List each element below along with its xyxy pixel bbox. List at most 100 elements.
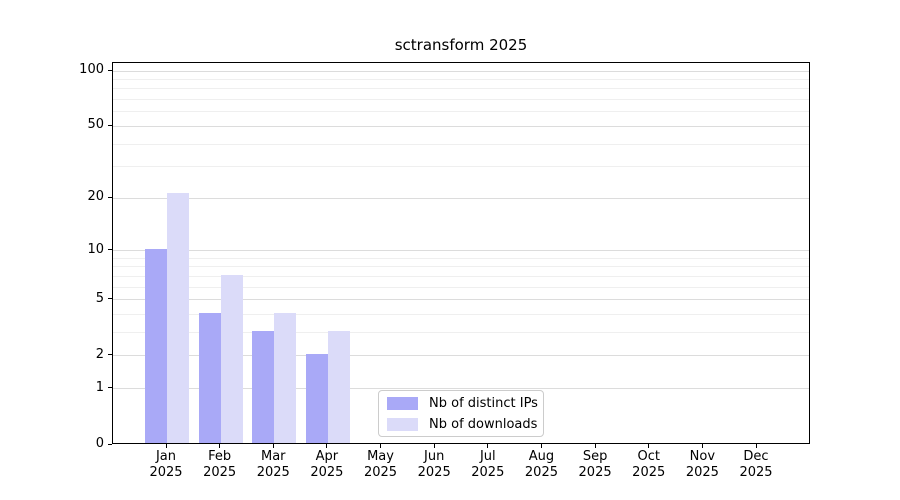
x-tick bbox=[380, 444, 382, 448]
minor-gridline bbox=[113, 143, 809, 145]
y-tick bbox=[108, 387, 112, 389]
x-tick bbox=[701, 444, 703, 448]
month-label: Feb bbox=[208, 449, 232, 464]
legend-item-distinct-ips: Nb of distinct IPs bbox=[387, 395, 538, 411]
y-tick bbox=[108, 249, 112, 251]
y-tick bbox=[108, 69, 112, 71]
month-label: Apr bbox=[315, 449, 339, 464]
month-label: Nov bbox=[689, 449, 716, 464]
x-tick-label-may: May 2025 bbox=[351, 449, 411, 481]
chart-title: sctransform 2025 bbox=[394, 36, 528, 54]
x-tick-label-mar: Mar 2025 bbox=[243, 449, 303, 481]
x-tick-label-feb: Feb 2025 bbox=[190, 449, 250, 481]
minor-gridline bbox=[113, 88, 809, 90]
year-label: 2025 bbox=[685, 465, 719, 480]
minor-gridline bbox=[113, 275, 809, 277]
x-tick bbox=[326, 444, 328, 448]
major-gridline bbox=[113, 197, 809, 199]
y-tick-label: 2 bbox=[95, 346, 104, 362]
bar-downloads-mar bbox=[274, 312, 297, 443]
y-tick-label: 1 bbox=[95, 379, 104, 395]
x-tick-label-dec: Dec 2025 bbox=[726, 449, 786, 481]
x-tick bbox=[487, 444, 489, 448]
y-tick bbox=[108, 124, 112, 126]
bar-downloads-apr bbox=[327, 330, 350, 443]
major-gridline bbox=[113, 70, 809, 72]
bar-distinct-ips-feb bbox=[198, 312, 221, 443]
y-tick bbox=[108, 298, 112, 300]
major-gridline bbox=[113, 299, 809, 301]
x-tick bbox=[272, 444, 274, 448]
x-tick bbox=[594, 444, 596, 448]
month-label: Sep bbox=[582, 449, 608, 464]
x-tick bbox=[433, 444, 435, 448]
legend-item-downloads: Nb of downloads bbox=[387, 416, 538, 432]
year-label: 2025 bbox=[417, 465, 451, 480]
y-tick-label: 20 bbox=[87, 189, 104, 205]
month-label: Oct bbox=[637, 449, 660, 464]
year-label: 2025 bbox=[256, 465, 290, 480]
x-tick-label-sep: Sep 2025 bbox=[565, 449, 625, 481]
month-label: May bbox=[367, 449, 394, 464]
x-tick-label-aug: Aug 2025 bbox=[511, 449, 571, 481]
minor-gridline bbox=[113, 99, 809, 101]
bar-distinct-ips-jan bbox=[145, 248, 167, 443]
major-gridline bbox=[113, 355, 809, 357]
x-tick-label-oct: Oct 2025 bbox=[619, 449, 679, 481]
bar-downloads-feb bbox=[220, 274, 243, 443]
year-label: 2025 bbox=[524, 465, 558, 480]
year-label: 2025 bbox=[203, 465, 237, 480]
x-tick-label-nov: Nov 2025 bbox=[672, 449, 732, 481]
distinct-ips-swatch bbox=[387, 396, 418, 410]
y-tick bbox=[108, 354, 112, 356]
x-tick-label-jul: Jul 2025 bbox=[458, 449, 518, 481]
major-gridline bbox=[113, 388, 809, 390]
legend: Nb of distinct IPs Nb of downloads bbox=[378, 390, 544, 437]
y-tick-label: 5 bbox=[95, 290, 104, 306]
minor-gridline bbox=[113, 266, 809, 268]
year-label: 2025 bbox=[578, 465, 612, 480]
month-label: Dec bbox=[743, 449, 769, 464]
x-tick bbox=[219, 444, 221, 448]
minor-gridline bbox=[113, 111, 809, 113]
minor-gridline bbox=[113, 78, 809, 80]
x-tick bbox=[165, 444, 167, 448]
y-tick bbox=[108, 443, 112, 445]
y-tick-label: 0 bbox=[95, 436, 104, 451]
x-tick-label-jan: Jan 2025 bbox=[136, 449, 196, 481]
year-label: 2025 bbox=[363, 465, 398, 480]
downloads-swatch bbox=[387, 417, 418, 431]
minor-gridline bbox=[113, 257, 809, 259]
major-gridline bbox=[113, 125, 809, 127]
year-label: 2025 bbox=[149, 465, 183, 480]
x-tick-label-jun: Jun 2025 bbox=[404, 449, 464, 481]
year-label: 2025 bbox=[471, 465, 505, 480]
x-tick-label-apr: Apr 2025 bbox=[297, 449, 357, 481]
month-label: Aug bbox=[528, 449, 555, 464]
bar-distinct-ips-mar bbox=[252, 330, 275, 443]
y-tick-label: 100 bbox=[79, 62, 104, 77]
month-label: Jul bbox=[479, 449, 496, 464]
x-tick bbox=[755, 444, 757, 448]
bar-downloads-jan bbox=[167, 192, 189, 443]
y-tick-label: 10 bbox=[87, 241, 104, 257]
minor-gridline bbox=[113, 286, 809, 288]
x-tick bbox=[648, 444, 650, 448]
month-label: Jan bbox=[155, 449, 177, 464]
y-tick-label: 50 bbox=[87, 117, 104, 133]
minor-gridline bbox=[113, 314, 809, 316]
year-label: 2025 bbox=[632, 465, 666, 480]
minor-gridline bbox=[113, 332, 809, 334]
x-tick bbox=[540, 444, 542, 448]
bar-distinct-ips-apr bbox=[305, 353, 328, 443]
month-label: Jun bbox=[424, 449, 445, 464]
legend-label-downloads: Nb of downloads bbox=[429, 416, 538, 432]
month-label: Mar bbox=[261, 449, 286, 464]
year-label: 2025 bbox=[739, 465, 773, 480]
y-tick bbox=[108, 196, 112, 198]
legend-label-distinct-ips: Nb of distinct IPs bbox=[429, 395, 538, 411]
major-gridline bbox=[113, 250, 809, 252]
year-label: 2025 bbox=[310, 465, 344, 480]
minor-gridline bbox=[113, 166, 809, 168]
